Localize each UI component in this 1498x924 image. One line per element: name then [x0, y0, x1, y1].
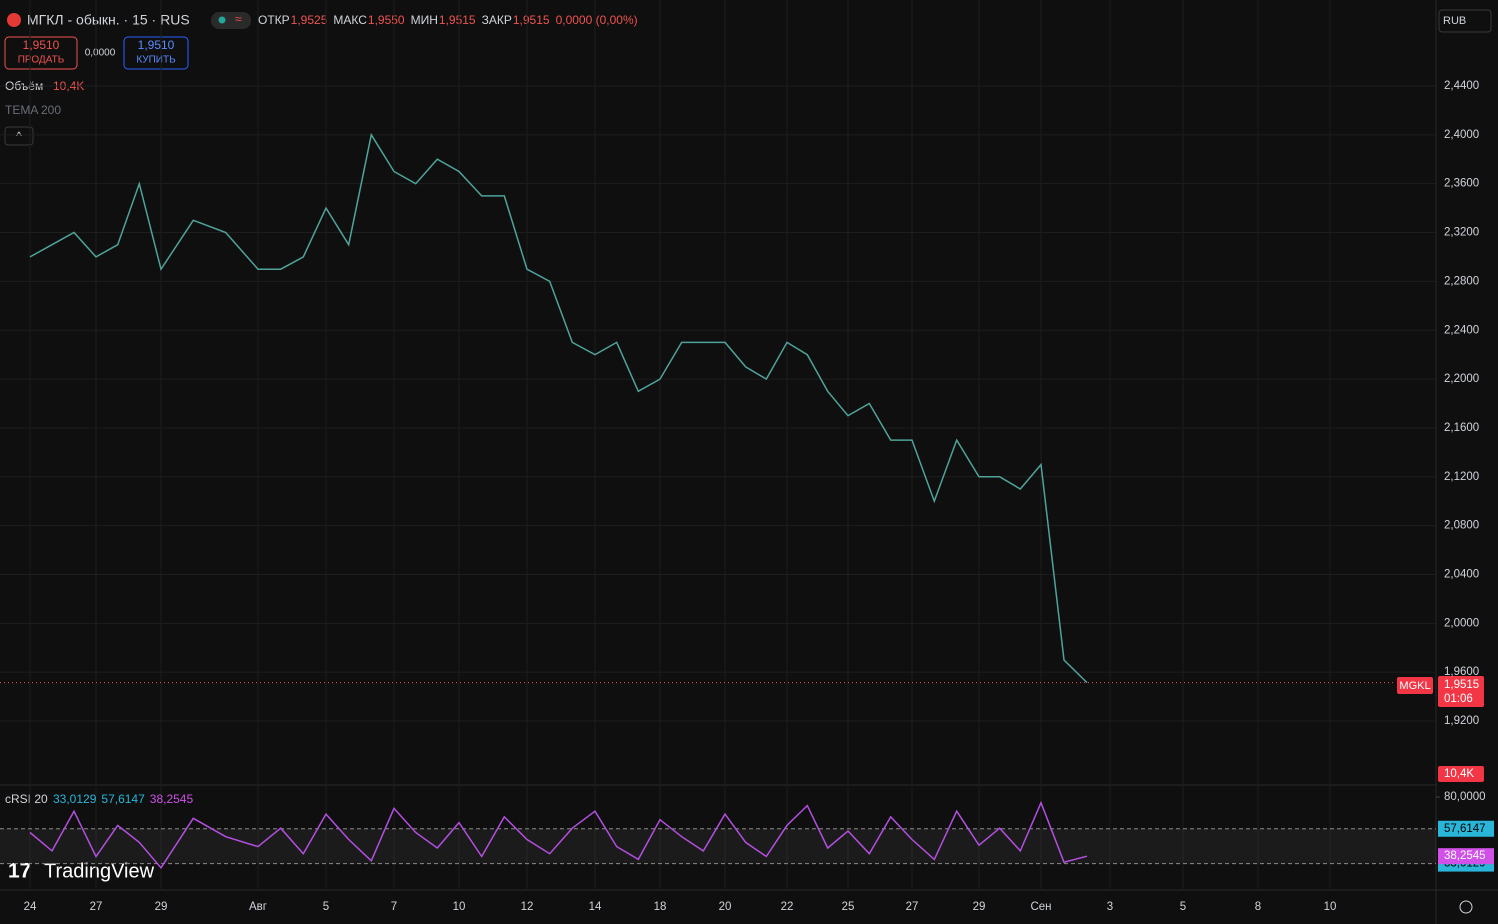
x-tick-label: 27: [906, 901, 919, 913]
symbol-logo: [7, 13, 21, 27]
crsi-title: cRSI 20: [5, 792, 48, 806]
symbol-tag: MGKL: [1399, 680, 1430, 692]
spread: 0,0000: [85, 48, 116, 59]
x-tick-label: 14: [589, 901, 602, 913]
volume-tag: 10,4K: [1444, 768, 1474, 780]
currency: RUB: [1443, 15, 1466, 27]
y-tick-label: 2,2800: [1444, 275, 1479, 287]
ohlc-label: МАКС: [333, 13, 367, 27]
collapse-icon: ^: [16, 129, 22, 143]
price-tag-bg: [1438, 676, 1484, 707]
brand-logo: 17: [8, 860, 31, 883]
buy-price: 1,9510: [138, 38, 175, 52]
currency-button[interactable]: [1438, 9, 1492, 33]
x-tick-label: 8: [1255, 901, 1261, 913]
symbol-title[interactable]: МГКЛ - обыкн. · 15 · RUS: [27, 12, 190, 28]
ohlc-value: 1,9525: [291, 13, 328, 27]
sell-label: ПРОДАТЬ: [18, 55, 65, 66]
crsi-legend-value: 33,0129: [53, 792, 97, 806]
status-pill[interactable]: [211, 12, 251, 29]
brand: TradingView: [44, 860, 155, 882]
y-tick-label: 2,3200: [1444, 227, 1479, 239]
volume-tag-bg: [1438, 766, 1484, 782]
settings-icon[interactable]: [1459, 900, 1473, 914]
crsi-legend-value: 38,2545: [150, 792, 194, 806]
y-tick-label: 1,9200: [1444, 715, 1479, 727]
x-tick-label: 5: [323, 901, 329, 913]
countdown: 01:06: [1444, 693, 1473, 705]
x-tick-label: Сен: [1030, 901, 1051, 913]
y-tick-label: 2,1200: [1444, 471, 1479, 483]
y-tick-label: 2,3600: [1444, 178, 1479, 190]
y-tick-label: 2,0400: [1444, 569, 1479, 581]
last-tag-bg: [1438, 848, 1494, 865]
y-tick-label: 2,2000: [1444, 373, 1479, 385]
ohlc-value: 1,9550: [368, 13, 405, 27]
x-tick-label: 18: [654, 901, 667, 913]
x-tick-label: 3: [1107, 901, 1113, 913]
ohlc-label: ОТКР: [258, 13, 290, 27]
y-tick-label: 2,4400: [1444, 80, 1479, 92]
x-tick-label: 27: [90, 901, 103, 913]
y-tick-label: 2,1600: [1444, 422, 1479, 434]
x-tick-label: 10: [453, 901, 466, 913]
collapse-button[interactable]: [4, 126, 34, 146]
band-tag-bg: [1438, 820, 1494, 837]
band-tag: 57,6147: [1444, 823, 1486, 835]
x-tick-label: 20: [719, 901, 732, 913]
y-tick-label: 2,4000: [1444, 129, 1479, 141]
series-line: [29, 132, 1088, 684]
ohlc-value: 1,9515: [439, 13, 476, 27]
last-tag: 38,2545: [1444, 850, 1486, 862]
buy-button[interactable]: [123, 36, 189, 70]
x-tick-label: Авг: [249, 901, 267, 913]
status-icon: ≈: [235, 12, 242, 26]
change: 0,0000 (0,00%): [556, 13, 638, 27]
y-tick-label: 2,2400: [1444, 324, 1479, 336]
buy-label: КУПИТЬ: [136, 55, 176, 66]
y-tick-label: 2,0000: [1444, 617, 1479, 629]
x-tick-label: 29: [973, 901, 986, 913]
ohlc-value: 1,9515: [513, 13, 550, 27]
y-tick-label: 80,0000: [1444, 791, 1486, 803]
crsi-legend-value: 57,6147: [101, 792, 145, 806]
ohlc-label: ЗАКР: [482, 13, 512, 27]
status-dot: [218, 16, 226, 24]
tema-label[interactable]: TEMA 200: [5, 103, 61, 117]
x-tick-label: 12: [521, 901, 534, 913]
band-fill: [0, 828, 1436, 864]
y-tick-label: 1,9600: [1444, 666, 1479, 678]
price-tag: 1,9515: [1444, 679, 1479, 691]
x-tick-label: 24: [24, 901, 37, 913]
y-tick-label: 2,0800: [1444, 520, 1479, 532]
x-tick-label: 7: [391, 901, 397, 913]
x-tick-label: 25: [842, 901, 855, 913]
symbol-tag-bg: [1397, 677, 1433, 694]
x-tick-label: 29: [155, 901, 168, 913]
x-tick-label: 10: [1324, 901, 1337, 913]
series-line: [29, 800, 1088, 870]
x-tick-label: 5: [1180, 901, 1186, 913]
sell-button[interactable]: [4, 36, 78, 70]
ohlc-label: МИН: [411, 13, 438, 27]
x-tick-label: 22: [781, 901, 794, 913]
sell-price: 1,9510: [23, 38, 60, 52]
